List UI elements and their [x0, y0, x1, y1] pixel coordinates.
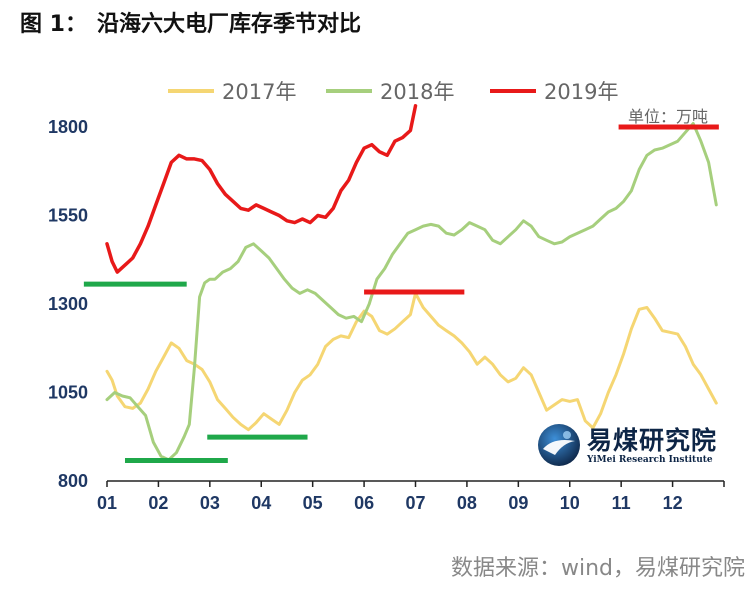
legend-label-2018: 2018年 [380, 80, 455, 104]
legend-label-2017: 2017年 [222, 80, 297, 104]
y-tick-label: 1300 [48, 294, 88, 314]
x-tick-label: 10 [560, 493, 580, 513]
y-tick-label: 800 [58, 471, 88, 491]
unit-label: 单位：万吨 [628, 107, 709, 126]
x-tick-label: 08 [457, 493, 477, 513]
series-line-2018 [105, 122, 718, 462]
logo-globe-icon [538, 424, 580, 466]
y-tick-label: 1050 [48, 383, 88, 403]
chart-title: 图 1： 沿海六大电厂库存季节对比 [20, 6, 361, 38]
y-tick-label: 1550 [48, 206, 88, 226]
source-note: 数据来源：wind，易煤研究院 [450, 556, 745, 581]
series-line-2019 [105, 104, 418, 274]
figure-number: 图 1： [20, 12, 87, 37]
legend-item-2018: 2018年 [326, 76, 454, 106]
legend-swatch-2019 [490, 89, 536, 93]
chart-title-text: 沿海六大电厂库存季节对比 [96, 12, 361, 37]
x-tick-label: 07 [405, 493, 425, 513]
x-tick-label: 06 [354, 493, 374, 513]
x-tick-label: 01 [97, 493, 117, 513]
legend-item-2017: 2017年 [168, 76, 296, 106]
series-line-2017 [105, 291, 718, 432]
legend-swatch-2017 [168, 89, 214, 93]
y-tick-label: 1800 [48, 117, 88, 137]
x-tick-label: 05 [303, 493, 323, 513]
legend: 2017年 2018年 2019年 [0, 76, 755, 104]
watermark-subtitle: YiMei Research Institute [587, 455, 713, 465]
x-tick-label: 12 [663, 493, 683, 513]
x-tick-label: 11 [612, 493, 631, 513]
x-tick-label: 03 [200, 493, 220, 513]
x-tick-label: 04 [251, 493, 271, 513]
watermark-logo: 易煤研究院 YiMei Research Institute [537, 419, 727, 475]
legend-item-2019: 2019年 [490, 76, 618, 106]
watermark-name: 易煤研究院 [587, 426, 718, 455]
x-tick-label: 02 [148, 493, 168, 513]
x-tick-label: 09 [508, 493, 528, 513]
legend-swatch-2018 [326, 89, 372, 93]
legend-label-2019: 2019年 [544, 80, 619, 104]
